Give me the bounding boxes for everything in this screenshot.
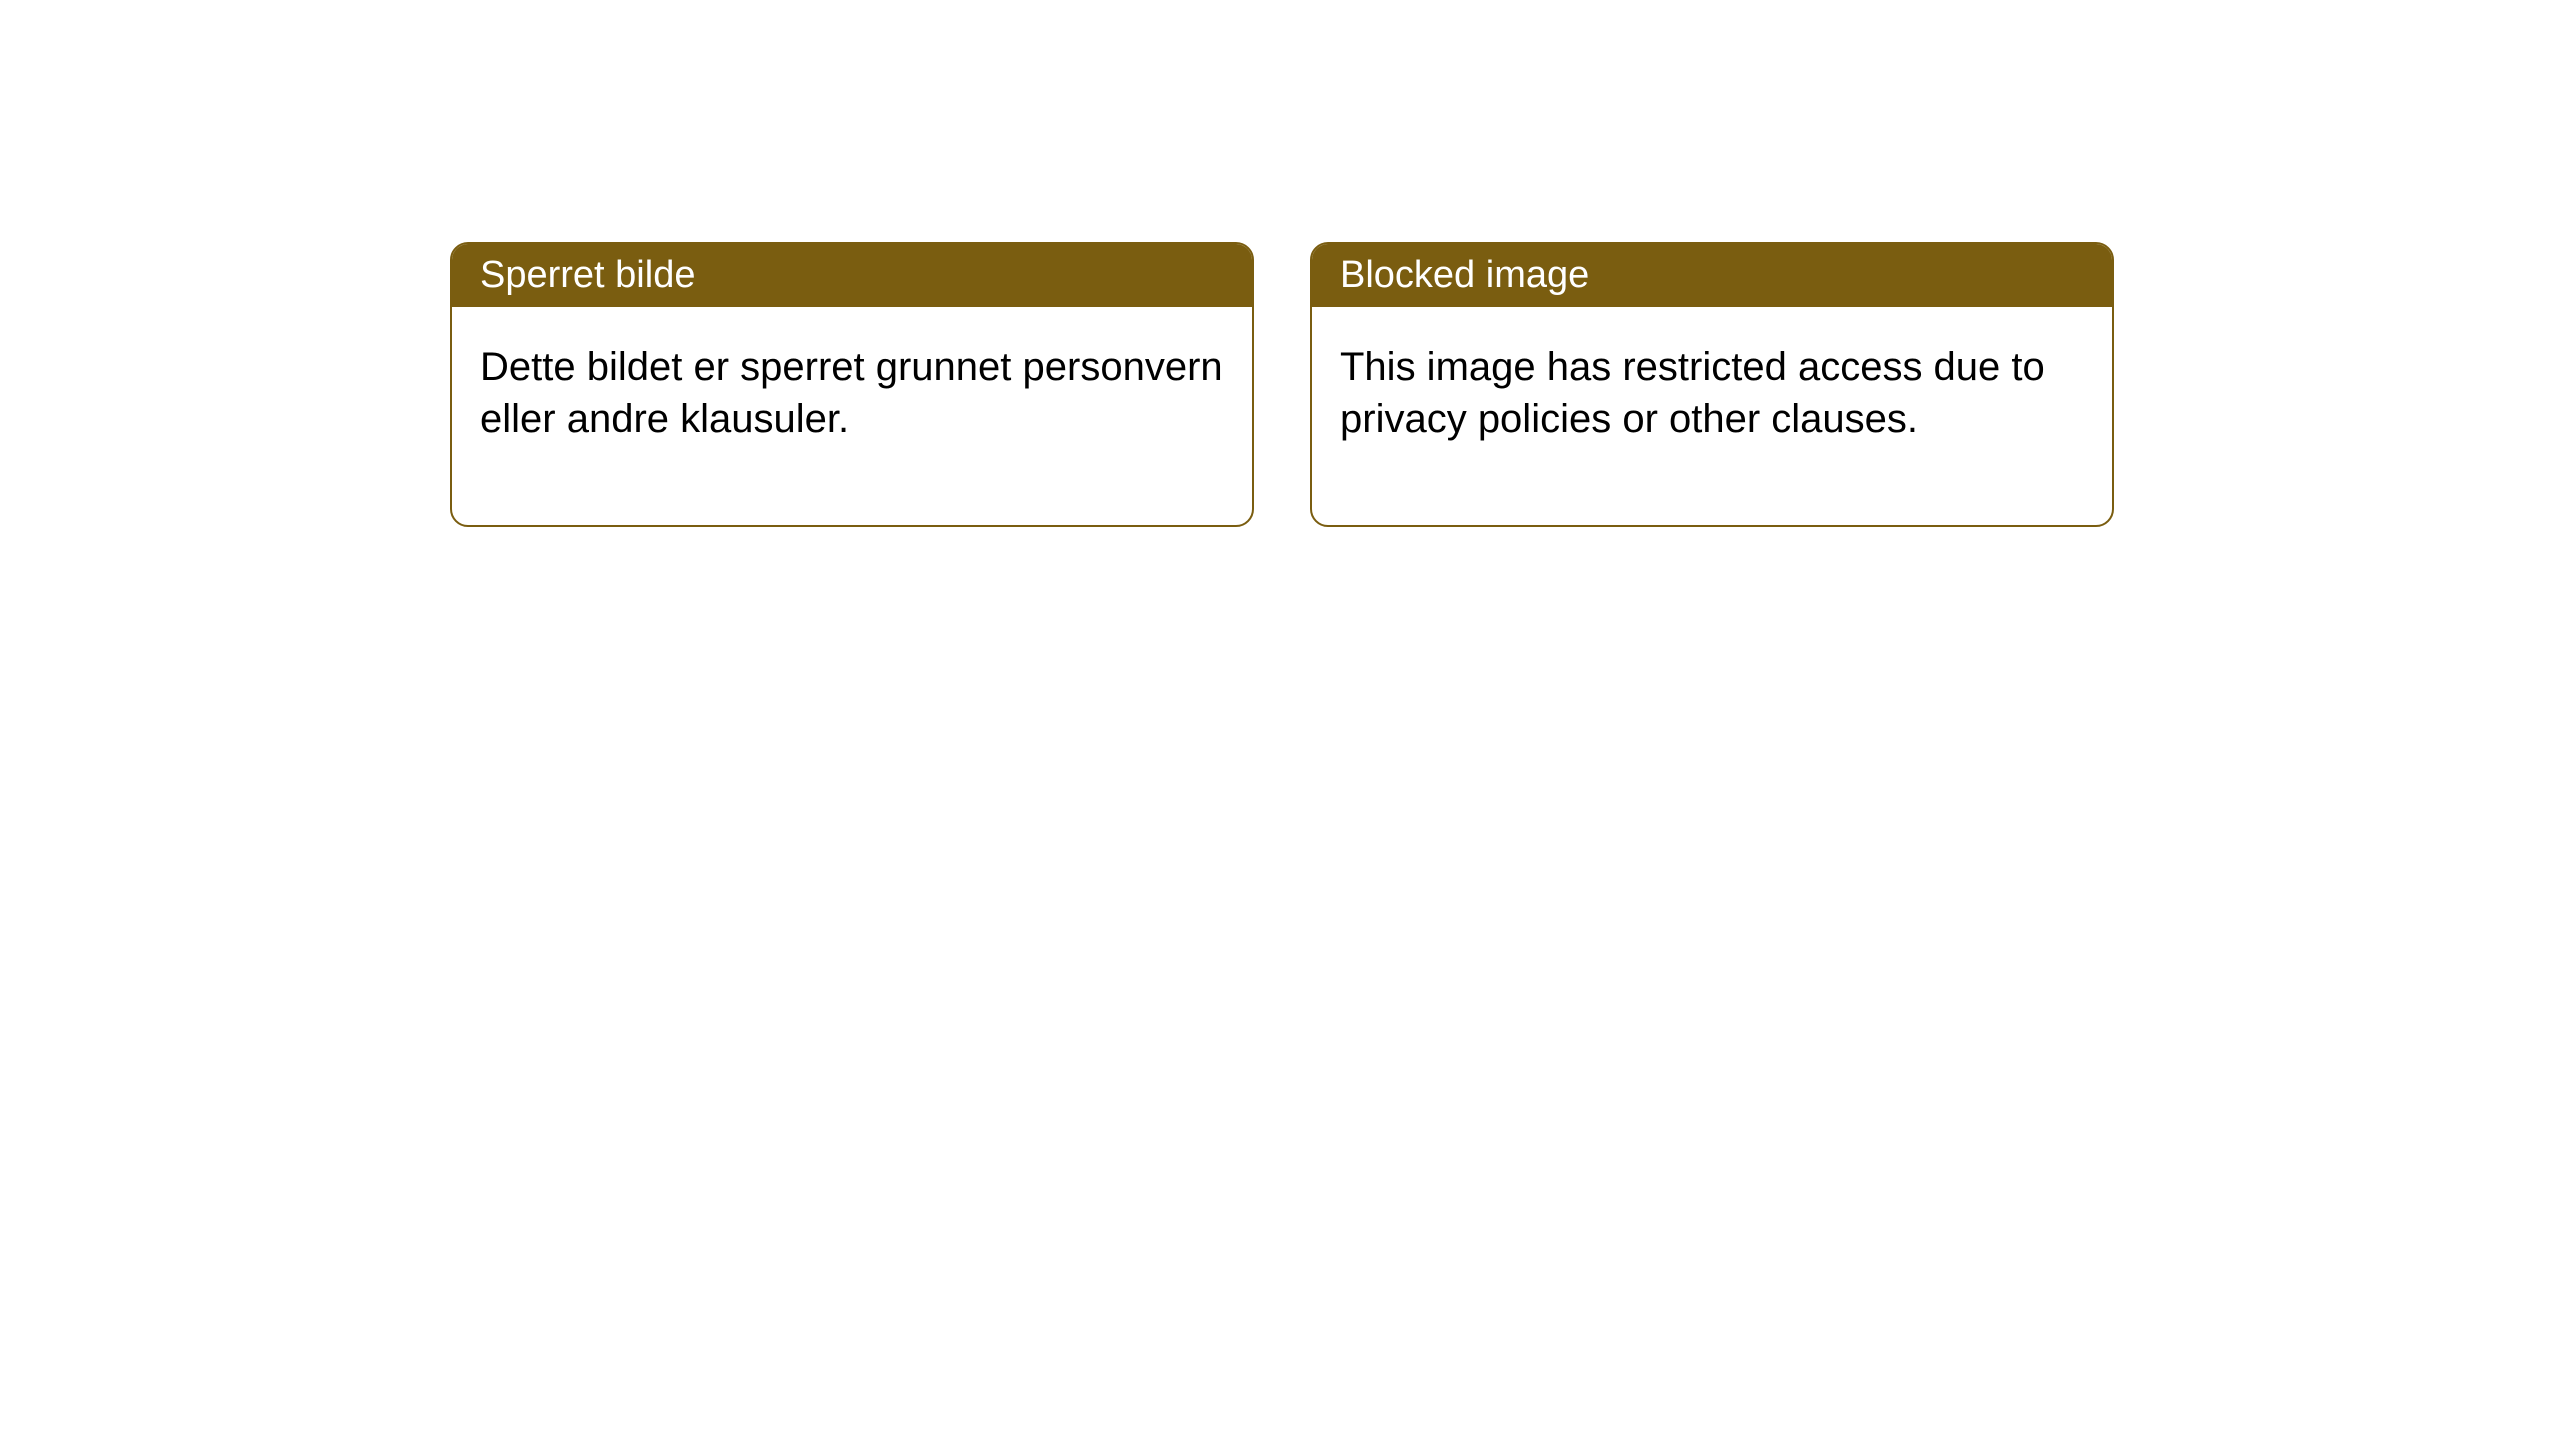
notice-body-text: This image has restricted access due to … — [1340, 345, 2045, 441]
notice-card-english: Blocked image This image has restricted … — [1310, 242, 2114, 527]
notice-container: Sperret bilde Dette bildet er sperret gr… — [0, 0, 2560, 527]
notice-card-norwegian: Sperret bilde Dette bildet er sperret gr… — [450, 242, 1254, 527]
notice-header: Blocked image — [1312, 244, 2112, 307]
notice-title: Blocked image — [1340, 254, 1589, 296]
notice-body: Dette bildet er sperret grunnet personve… — [452, 307, 1252, 525]
notice-header: Sperret bilde — [452, 244, 1252, 307]
notice-body: This image has restricted access due to … — [1312, 307, 2112, 525]
notice-body-text: Dette bildet er sperret grunnet personve… — [480, 345, 1223, 441]
notice-title: Sperret bilde — [480, 254, 695, 296]
